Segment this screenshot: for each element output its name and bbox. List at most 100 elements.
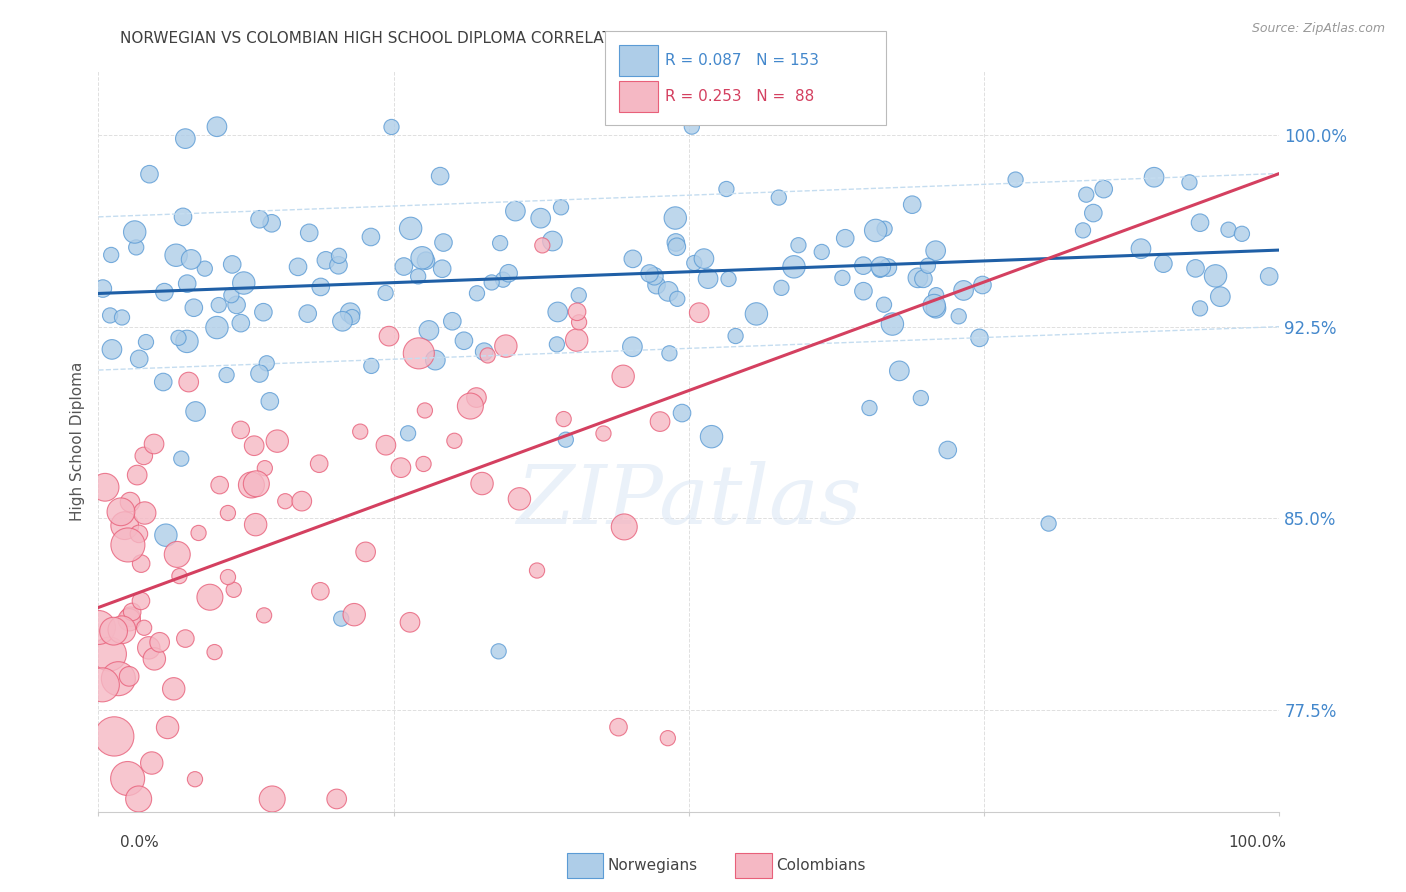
Point [87, 620, 110, 634]
Point [412, 457, 434, 471]
Point [91, 678, 114, 692]
Point [1071, 223, 1094, 237]
Point [665, 240, 688, 254]
Point [876, 260, 898, 275]
Point [118, 495, 141, 509]
Point [621, 252, 644, 266]
Point [266, 434, 288, 449]
Point [94, 480, 117, 494]
Point [155, 528, 177, 542]
Point [392, 260, 415, 274]
Point [917, 259, 939, 273]
Point [665, 235, 688, 250]
Point [138, 640, 160, 655]
Point [697, 271, 720, 285]
Point [252, 305, 274, 319]
Point [330, 612, 353, 626]
Point [129, 594, 152, 608]
Point [657, 285, 679, 299]
Text: 100.0%: 100.0% [1229, 836, 1286, 850]
Point [208, 298, 231, 312]
Point [1130, 242, 1153, 256]
Point [700, 430, 723, 444]
Point [495, 339, 517, 353]
Point [187, 525, 209, 540]
Point [262, 792, 284, 806]
Point [429, 169, 451, 183]
Point [256, 356, 278, 370]
Point [101, 343, 124, 357]
Y-axis label: High School Diploma: High School Diploma [69, 362, 84, 521]
Text: Colombians: Colombians [776, 858, 866, 872]
Point [221, 257, 243, 271]
Point [666, 292, 689, 306]
Point [253, 461, 276, 475]
Point [565, 333, 588, 347]
Point [328, 258, 350, 272]
Point [141, 756, 163, 770]
Point [541, 234, 564, 248]
Point [169, 569, 191, 583]
Point [170, 451, 193, 466]
Point [217, 570, 239, 584]
Point [132, 449, 155, 463]
Point [717, 272, 740, 286]
Point [135, 335, 157, 350]
Point [948, 310, 970, 324]
Point [907, 270, 929, 285]
Point [325, 792, 347, 806]
Point [834, 231, 856, 245]
Point [481, 276, 503, 290]
Point [745, 307, 768, 321]
Point [176, 334, 198, 349]
Point [408, 346, 430, 360]
Point [240, 478, 263, 492]
Point [716, 182, 738, 196]
Point [972, 278, 994, 293]
Point [683, 256, 706, 270]
Point [643, 269, 665, 284]
Point [925, 288, 948, 302]
Point [245, 476, 267, 491]
Point [852, 284, 875, 298]
Point [343, 607, 366, 622]
Point [411, 251, 433, 265]
Point [1189, 216, 1212, 230]
Point [873, 221, 896, 235]
Text: 0.0%: 0.0% [120, 836, 159, 850]
Point [117, 772, 139, 786]
Point [118, 613, 141, 627]
Point [297, 307, 319, 321]
Point [117, 538, 139, 552]
Point [184, 404, 207, 418]
Point [374, 285, 396, 300]
Point [787, 238, 810, 252]
Point [167, 331, 190, 345]
Point [1209, 290, 1232, 304]
Point [180, 252, 202, 267]
Point [205, 320, 228, 334]
Point [1205, 268, 1227, 283]
Point [249, 367, 271, 381]
Point [477, 348, 499, 362]
Point [810, 244, 832, 259]
Point [768, 191, 790, 205]
Point [406, 269, 429, 284]
Point [1143, 170, 1166, 185]
Point [425, 353, 447, 368]
Point [471, 476, 494, 491]
Point [460, 399, 482, 413]
Point [229, 316, 252, 330]
Point [441, 314, 464, 328]
Point [1083, 206, 1105, 220]
Point [770, 281, 793, 295]
Point [889, 364, 911, 378]
Point [1189, 301, 1212, 316]
Point [430, 261, 453, 276]
Point [221, 288, 243, 302]
Point [648, 415, 671, 429]
Point [831, 271, 853, 285]
Point [354, 545, 377, 559]
Point [1258, 269, 1281, 284]
Point [374, 438, 396, 452]
